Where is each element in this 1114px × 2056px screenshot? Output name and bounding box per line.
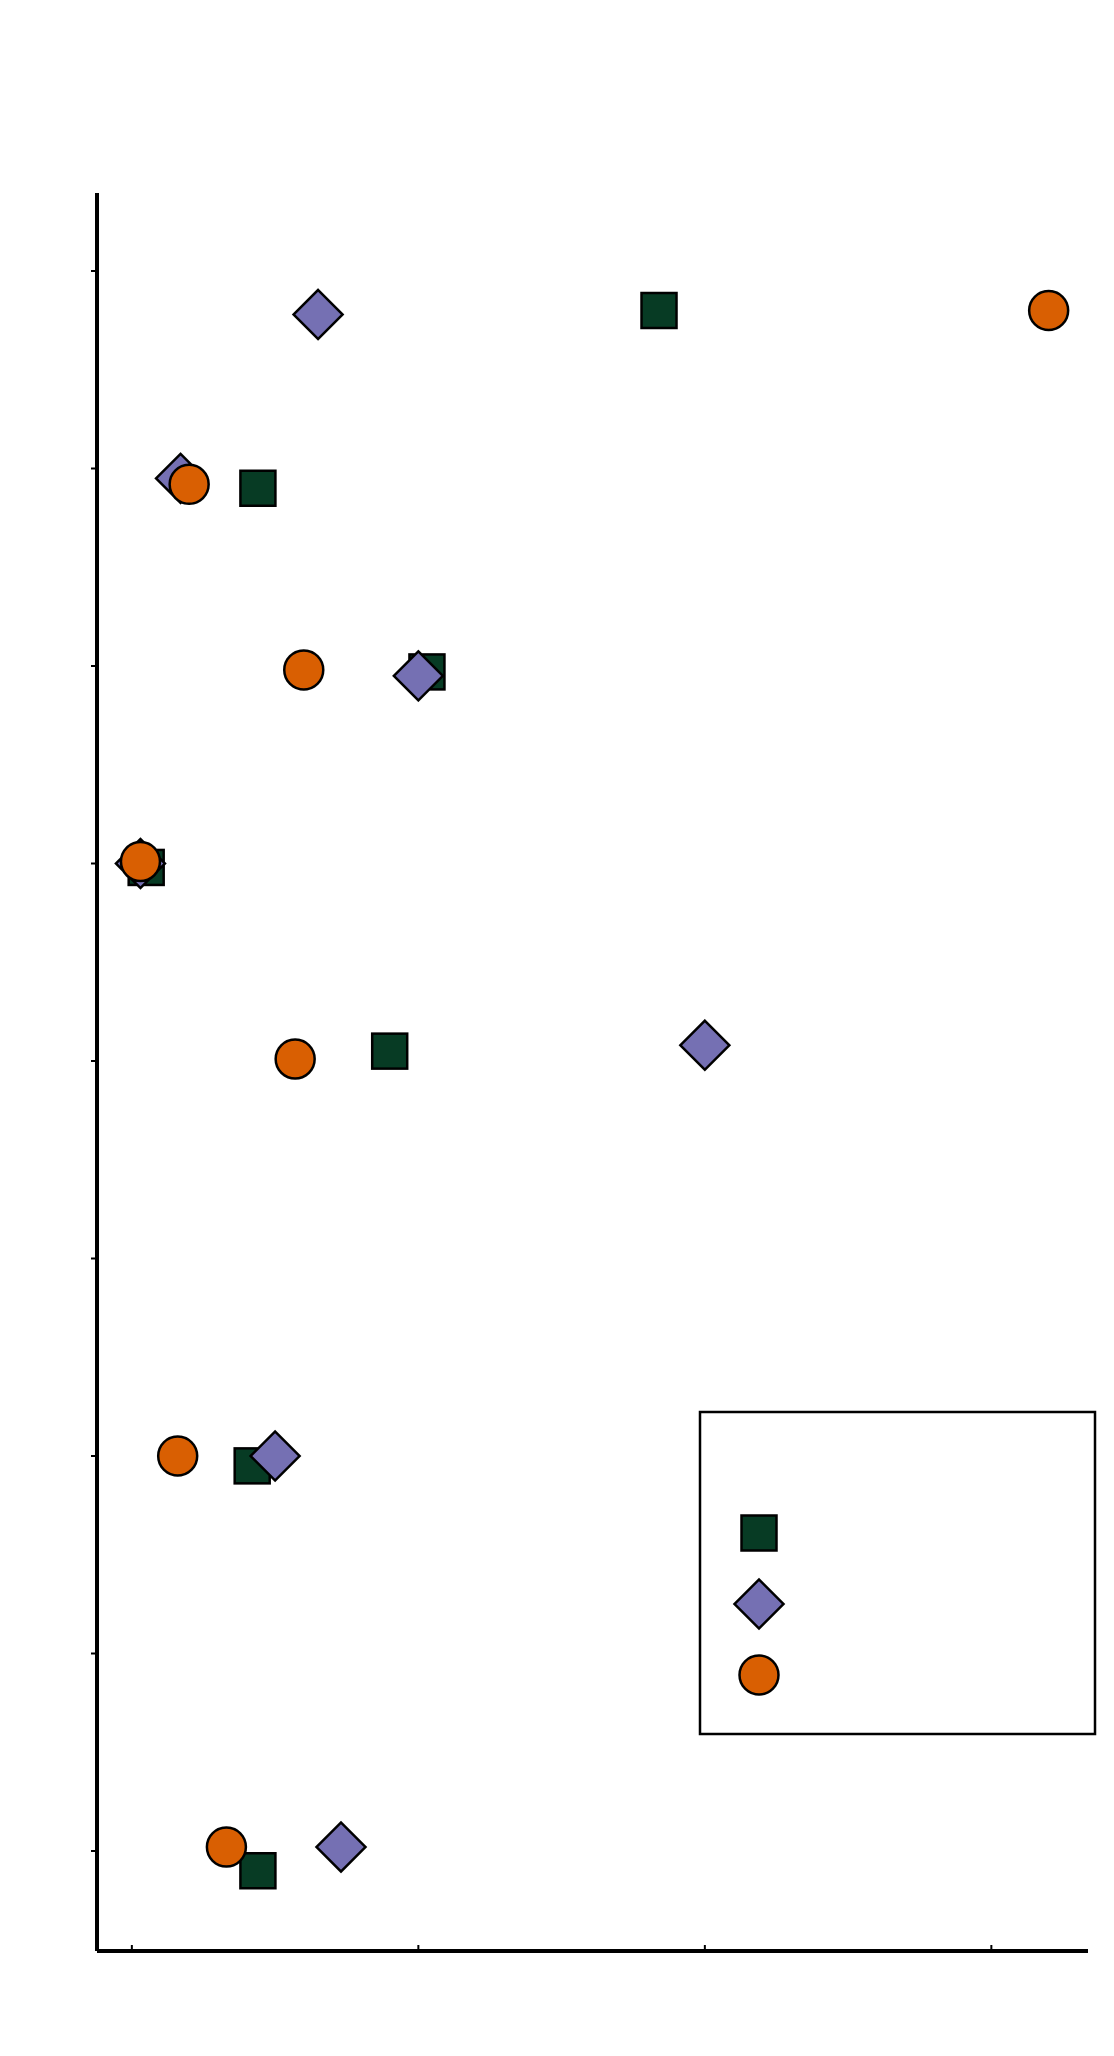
data-points xyxy=(114,288,1070,1890)
legend-marker-diamond xyxy=(732,1577,786,1631)
square-point-5 xyxy=(239,469,277,507)
legend-marker-square xyxy=(740,1514,778,1552)
diamond-point-4 xyxy=(392,649,445,703)
circle-point-5 xyxy=(168,463,210,506)
ticks xyxy=(91,270,993,1951)
legend-items xyxy=(732,1514,786,1696)
axes xyxy=(95,193,1088,1953)
legend-item-diamond xyxy=(732,1577,786,1631)
circle-point-2 xyxy=(274,1038,316,1080)
diamond-point-1 xyxy=(248,1429,302,1483)
legend-item-circle xyxy=(738,1654,780,1696)
circle-point-0 xyxy=(205,1826,248,1868)
series-circle xyxy=(119,289,1070,1868)
circle-point-1 xyxy=(156,1435,199,1477)
series-diamond xyxy=(114,288,732,1874)
diamond-point-6 xyxy=(291,288,345,341)
legend-marker-circle xyxy=(738,1654,780,1696)
legend-item-square xyxy=(740,1514,778,1552)
diamond-point-2 xyxy=(678,1018,732,1072)
circle-point-6 xyxy=(1027,289,1070,332)
circle-point-4 xyxy=(283,649,325,691)
square-point-6 xyxy=(640,291,678,330)
square-point-0 xyxy=(239,1852,277,1890)
series-square xyxy=(127,291,678,1890)
circle-point-3 xyxy=(119,840,162,883)
diamond-point-0 xyxy=(314,1820,368,1874)
square-point-2 xyxy=(370,1032,409,1070)
legend xyxy=(698,1410,1097,1736)
